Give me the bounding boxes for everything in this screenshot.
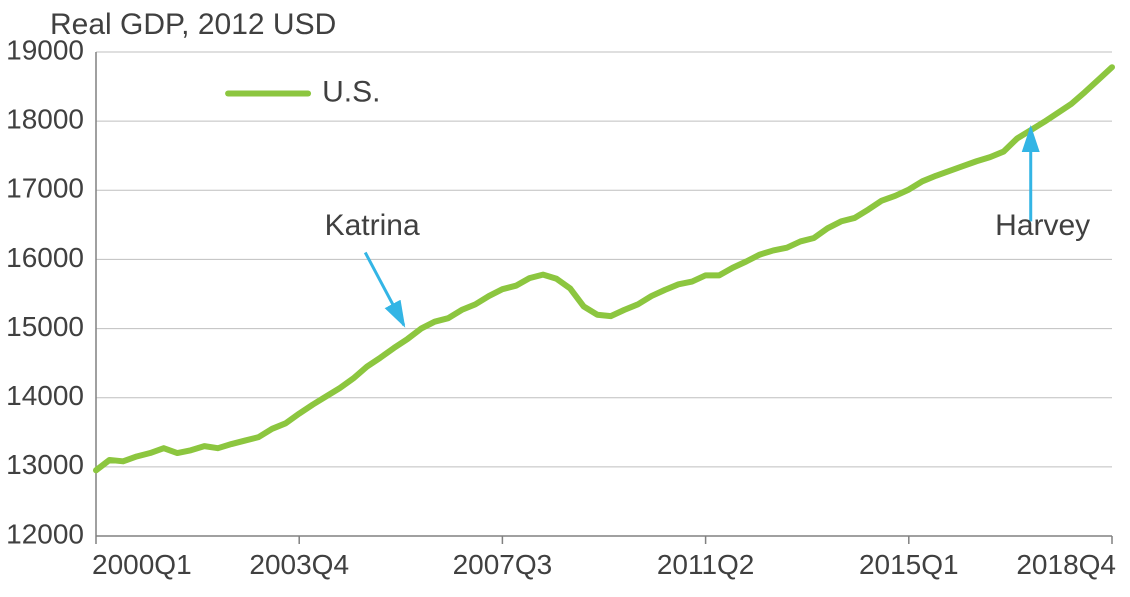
- x-tick-label: 2015Q1: [859, 549, 959, 580]
- legend-label: U.S.: [322, 75, 380, 108]
- chart-title: Real GDP, 2012 USD: [50, 8, 336, 41]
- x-tick-label: 2000Q1: [92, 549, 192, 580]
- y-tick-label: 12000: [6, 518, 84, 549]
- annotation-label-katrina: Katrina: [325, 209, 420, 242]
- y-tick-label: 17000: [6, 173, 84, 204]
- x-tick-label: 2011Q2: [657, 549, 755, 580]
- x-tick-label: 2018Q4: [1016, 549, 1116, 580]
- annotation-label-harvey: Harvey: [995, 209, 1090, 242]
- y-tick-label: 13000: [6, 449, 84, 480]
- y-tick-label: 15000: [6, 311, 84, 342]
- y-tick-label: 16000: [6, 242, 84, 273]
- y-tick-label: 18000: [6, 104, 84, 135]
- y-tick-label: 14000: [6, 380, 84, 411]
- gdp-chart: 1200013000140001500016000170001800019000…: [0, 0, 1130, 597]
- x-tick-label: 2007Q3: [453, 549, 553, 580]
- x-tick-label: 2003Q4: [249, 549, 349, 580]
